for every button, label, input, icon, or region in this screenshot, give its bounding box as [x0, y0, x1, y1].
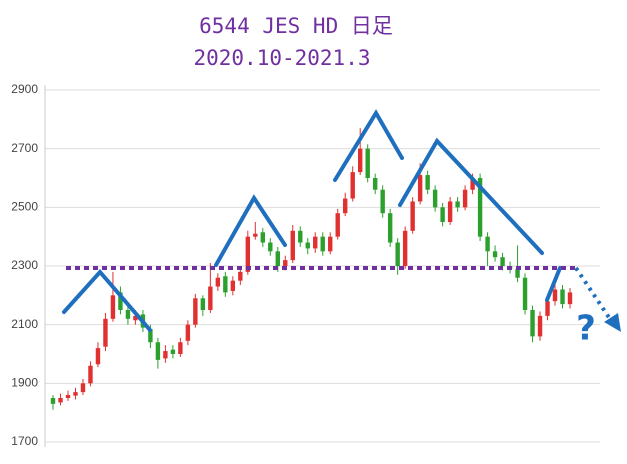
- y-tick-label: 1900: [11, 376, 38, 390]
- candle-body: [552, 289, 558, 302]
- candle-body: [185, 324, 191, 341]
- candle-body: [245, 236, 251, 272]
- candle-body: [358, 148, 363, 173]
- candle-body: [260, 232, 265, 243]
- candle-body: [335, 213, 340, 237]
- candle-body: [163, 351, 168, 359]
- candle-body: [417, 175, 423, 202]
- candle-body: [178, 342, 183, 354]
- arrow-head: [604, 313, 621, 332]
- forecast-arrow: [574, 266, 614, 324]
- candle-body: [485, 236, 490, 252]
- y-tick-label: 2900: [11, 82, 38, 96]
- candle-body: [350, 172, 355, 199]
- candle-body: [238, 271, 243, 281]
- candle-body: [440, 207, 445, 222]
- candle-body: [268, 242, 273, 252]
- candle-body: [387, 213, 393, 243]
- trend-line: [333, 109, 404, 182]
- trend-line: [214, 194, 287, 267]
- candle-body: [290, 230, 295, 261]
- candle-body: [320, 236, 325, 252]
- candle-body: [432, 189, 438, 208]
- candle-body: [58, 398, 63, 403]
- candle-body: [170, 349, 176, 354]
- candle-body: [380, 189, 385, 214]
- candle-body: [395, 242, 400, 266]
- candle-body: [492, 251, 498, 258]
- trend-line: [398, 137, 544, 255]
- candle-body: [125, 310, 131, 319]
- candle-body: [567, 292, 573, 305]
- candle-body: [305, 242, 310, 249]
- candle-body: [73, 392, 78, 396]
- candle-body: [500, 257, 505, 266]
- candle-body: [515, 268, 520, 278]
- candle-body: [545, 301, 550, 316]
- candle-body: [155, 342, 161, 360]
- candle-body: [148, 329, 153, 343]
- candle-body: [103, 318, 108, 347]
- candle-body: [410, 201, 415, 231]
- candle-body: [133, 315, 138, 321]
- candle-body: [470, 178, 475, 190]
- candle-body: [365, 148, 370, 178]
- y-tick-label: 2300: [11, 258, 38, 272]
- candle-body: [200, 298, 206, 310]
- candle-body: [253, 233, 258, 237]
- candle-body: [193, 298, 198, 325]
- trend-line: [545, 266, 562, 302]
- candle-body: [88, 365, 93, 384]
- candle-body: [328, 236, 333, 252]
- candle-body: [275, 251, 280, 266]
- candle-body: [462, 189, 468, 208]
- candle-body: [80, 383, 86, 393]
- y-tick-label: 2100: [11, 317, 38, 331]
- y-tick-label: 2500: [11, 200, 38, 214]
- candle-body: [455, 201, 460, 208]
- chart-title: 6544 JES HD 日足: [199, 14, 393, 38]
- candle-body: [95, 348, 101, 365]
- candle-body: [110, 295, 116, 319]
- candle-body: [343, 198, 348, 214]
- pattern-annotations: [62, 109, 562, 332]
- grid: 1700 1900 2100 2300 2500 2700 2900: [11, 82, 600, 448]
- candle-body: [313, 236, 318, 249]
- candle-body: [530, 310, 535, 337]
- candle-body: [447, 201, 453, 222]
- y-tick-label: 2700: [11, 141, 38, 155]
- candle-body: [298, 230, 303, 243]
- question-mark: ?: [576, 309, 596, 349]
- candle-body: [215, 277, 221, 287]
- candle-body: [477, 178, 483, 237]
- candle-body: [50, 398, 56, 404]
- candle-body: [118, 292, 123, 310]
- candle-body: [283, 260, 288, 266]
- candle-body: [223, 276, 228, 293]
- chart-subtitle: 2020.10-2021.3: [193, 46, 370, 70]
- trend-line: [62, 268, 152, 332]
- candle-body: [522, 277, 528, 310]
- candle-body: [208, 286, 213, 310]
- y-tick-label: 1700: [11, 434, 38, 448]
- candle-body: [230, 280, 236, 291]
- candle-body: [537, 315, 543, 337]
- candle-body: [65, 395, 71, 398]
- candle-body: [560, 289, 565, 305]
- candle-body: [402, 230, 408, 266]
- candle-body: [425, 175, 430, 190]
- candle-body: [372, 178, 378, 190]
